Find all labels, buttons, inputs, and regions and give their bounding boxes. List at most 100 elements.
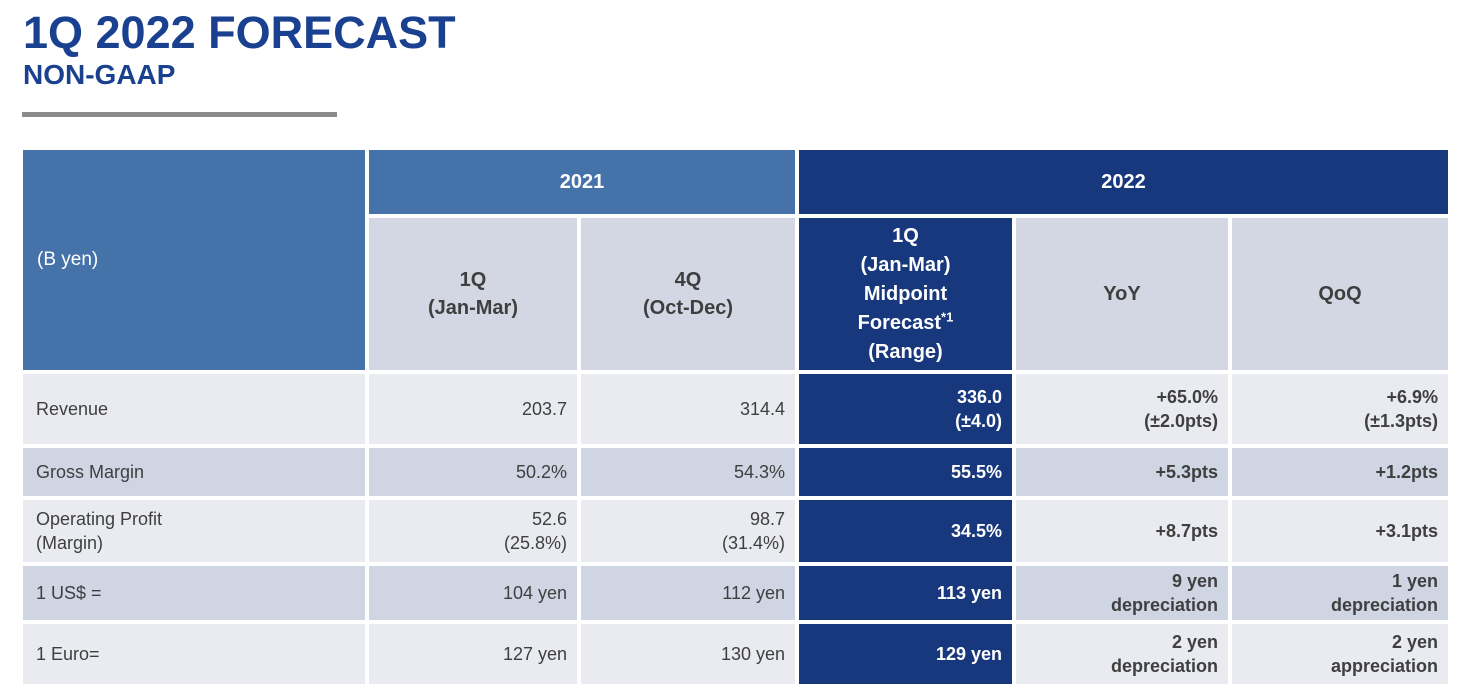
cell-line: 98.7	[749, 508, 785, 529]
cell-forecast: 55.5%	[799, 448, 1012, 496]
cell-qoq: 1 yen depreciation	[1232, 566, 1449, 620]
cell-line: 104 yen	[502, 582, 567, 603]
footnote-marker: *1	[941, 308, 954, 324]
cell-q4-2021: 98.7 (31.4%)	[581, 500, 795, 562]
cell-q4-2021: 54.3%	[581, 448, 795, 496]
cell-line: 9 yen	[1171, 570, 1218, 591]
row-label: Operating Profit (Margin)	[23, 500, 365, 562]
year-header-row: (B yen) 2021 2022	[23, 150, 1449, 370]
cell-q1-2021: 52.6 (25.8%)	[369, 500, 577, 562]
cell-line: 50.2%	[515, 461, 567, 482]
cell-forecast: 34.5%	[799, 500, 1012, 562]
col-header-forecast: 1Q (Jan-Mar) Midpoint Forecast*1 (Range)	[799, 218, 1012, 370]
cell-yoy: +65.0% (±2.0pts)	[1016, 374, 1228, 444]
slide-header: 1Q 2022 FORECAST NON-GAAP	[23, 8, 456, 90]
cell-line: +65.0%	[1156, 386, 1218, 407]
cell-line: 112 yen	[722, 582, 785, 603]
cell-line: (±1.3pts)	[1364, 411, 1439, 431]
row-label-line: Revenue	[36, 398, 109, 419]
cell-line: 54.3%	[733, 461, 785, 482]
cell-line: (31.4%)	[721, 533, 785, 553]
cell-line: 129 yen	[935, 643, 1002, 664]
cell-line: 2 yen	[1171, 631, 1218, 652]
row-label: 1 Euro=	[23, 624, 365, 684]
cell-line: depreciation	[1330, 595, 1439, 615]
cell-q1-2021: 203.7	[369, 374, 577, 444]
table-row-gross-margin: Gross Margin 50.2% 54.3% 55.5% +5.3pts +…	[23, 448, 1449, 496]
row-label: 1 US$ =	[23, 566, 365, 620]
forecast-header-line: 1Q	[892, 224, 919, 247]
cell-qoq: 2 yen appreciation	[1232, 624, 1449, 684]
cell-line: +5.3pts	[1155, 461, 1218, 482]
cell-line: 1 yen	[1391, 570, 1439, 591]
cell-q1-2021: 104 yen	[369, 566, 577, 620]
forecast-header-line: (Range)	[868, 340, 943, 363]
row-label: Gross Margin	[23, 448, 365, 496]
cell-line: +3.1pts	[1375, 520, 1439, 541]
forecast-header-line: Forecast*1	[800, 309, 1011, 338]
slide-title: 1Q 2022 FORECAST	[23, 7, 456, 58]
cell-yoy: +5.3pts	[1016, 448, 1228, 496]
cell-line: +1.2pts	[1375, 461, 1439, 482]
year-header-2022: 2022	[799, 150, 1449, 214]
col-header-q1-2021: 1Q (Jan-Mar)	[369, 218, 577, 370]
forecast-header-word: Forecast	[857, 311, 942, 334]
cell-line: (±2.0pts)	[1144, 411, 1218, 431]
col-header-line: 4Q	[674, 269, 702, 291]
row-label-line: (Margin)	[36, 533, 104, 553]
table-row-euro-rate: 1 Euro= 127 yen 130 yen 129 yen 2 yen de…	[23, 624, 1449, 684]
cell-line: (25.8%)	[503, 533, 567, 553]
col-header-line: 1Q	[459, 269, 487, 291]
cell-line: 52.6	[531, 508, 567, 529]
col-header-qoq: QoQ	[1232, 218, 1449, 370]
cell-line: depreciation	[1110, 656, 1218, 676]
cell-line: 203.7	[521, 398, 567, 419]
cell-qoq: +3.1pts	[1232, 500, 1449, 562]
col-header-line: (Oct-Dec)	[642, 297, 733, 319]
cell-line: 34.5%	[950, 520, 1002, 541]
cell-line: +6.9%	[1386, 386, 1439, 407]
table-row-usd-rate: 1 US$ = 104 yen 112 yen 113 yen 9 yen de…	[23, 566, 1449, 620]
column-header-row: 1Q (Jan-Mar) 4Q (Oct-Dec) 1Q (Jan-Mar) M…	[23, 218, 1449, 370]
cell-yoy: +8.7pts	[1016, 500, 1228, 562]
cell-line: 113 yen	[936, 582, 1002, 603]
cell-yoy: 2 yen depreciation	[1016, 624, 1228, 684]
cell-q4-2021: 314.4	[581, 374, 795, 444]
cell-line: +8.7pts	[1155, 520, 1218, 541]
row-label-line: Gross Margin	[36, 461, 145, 482]
forecast-header-line: (Jan-Mar)	[860, 253, 951, 276]
cell-q4-2021: 130 yen	[581, 624, 795, 684]
row-label-line: Operating Profit	[36, 508, 163, 529]
cell-q1-2021: 50.2%	[369, 448, 577, 496]
cell-yoy: 9 yen depreciation	[1016, 566, 1228, 620]
row-label: Revenue	[23, 374, 365, 444]
cell-forecast: 113 yen	[799, 566, 1012, 620]
cell-qoq: +6.9% (±1.3pts)	[1232, 374, 1449, 444]
col-header-yoy: YoY	[1016, 218, 1228, 370]
cell-line: 55.5%	[950, 461, 1002, 482]
col-header-line: (Jan-Mar)	[427, 297, 518, 319]
title-underline	[22, 112, 337, 117]
cell-forecast: 129 yen	[799, 624, 1012, 684]
cell-qoq: +1.2pts	[1232, 448, 1449, 496]
cell-line: 127 yen	[502, 643, 567, 664]
unit-label-cell: (B yen)	[23, 150, 365, 370]
table-row-operating-profit: Operating Profit (Margin) 52.6 (25.8%) 9…	[23, 500, 1449, 562]
cell-line: appreciation	[1330, 656, 1439, 676]
cell-q1-2021: 127 yen	[369, 624, 577, 684]
forecast-table: (B yen) 2021 2022 1Q (Jan-Mar) 4Q (Oct-D…	[19, 146, 1452, 688]
cell-line: (±4.0)	[955, 411, 1002, 431]
row-label-line: 1 Euro=	[36, 643, 100, 664]
forecast-header-line: Midpoint	[863, 282, 948, 305]
slide-subtitle: NON-GAAP	[23, 58, 176, 90]
cell-line: 336.0	[956, 386, 1002, 407]
cell-line: 314.4	[739, 398, 785, 419]
cell-line: 2 yen	[1391, 631, 1439, 652]
cell-line: 130 yen	[720, 643, 785, 664]
row-label-line: 1 US$ =	[36, 582, 102, 603]
cell-forecast: 336.0 (±4.0)	[799, 374, 1012, 444]
col-header-q4-2021: 4Q (Oct-Dec)	[581, 218, 795, 370]
cell-line: depreciation	[1110, 595, 1218, 615]
table-row-revenue: Revenue 203.7 314.4 336.0 (±4.0) +65.0% …	[23, 374, 1449, 444]
